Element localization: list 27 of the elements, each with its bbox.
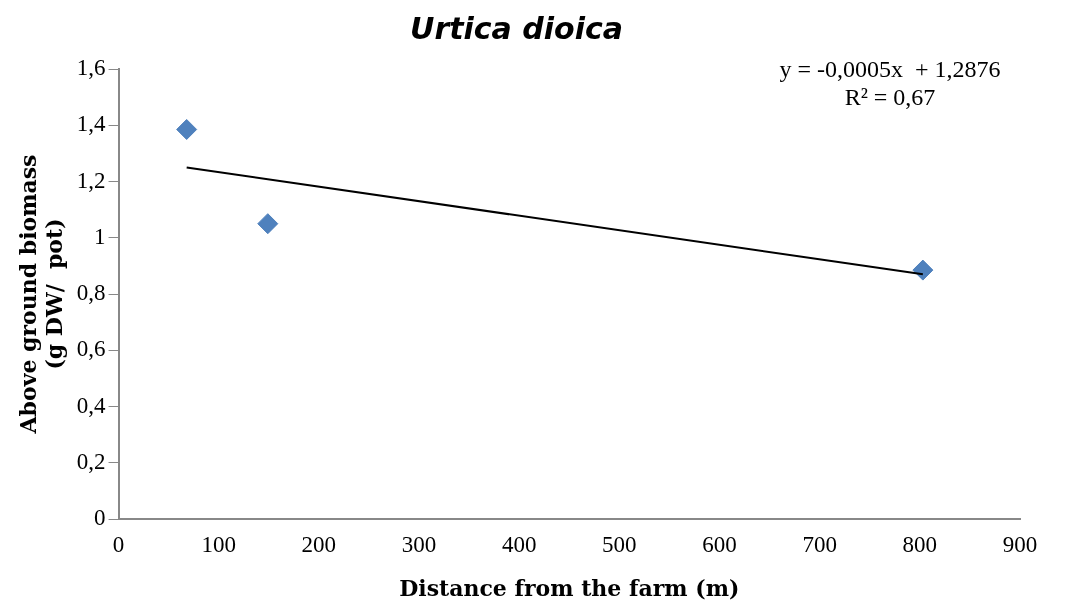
x-tick-label: 400 [501, 531, 537, 557]
y-tick-label: 0,6 [76, 336, 106, 362]
x-tick-label: 600 [702, 531, 737, 557]
y-tick-label: 1,4 [76, 111, 107, 137]
y-tick-label: 0,4 [76, 392, 107, 418]
y-tick-label: 1 [94, 223, 106, 249]
y-tick-label: 0,8 [76, 280, 106, 306]
point [176, 118, 198, 140]
x-axis-title: Distance from the farm (m) [399, 574, 740, 601]
y-tick-label: 0 [94, 505, 106, 531]
x-tick-label: 800 [902, 531, 938, 557]
y-tick-label: 1,2 [76, 167, 106, 193]
y-tick-label: 0,2 [76, 448, 106, 474]
x-tick-label: 100 [201, 531, 236, 557]
y-axis-title: Above ground biomass (g DW/ pot) [14, 154, 68, 435]
chart-title: Urtica dioica [410, 10, 623, 46]
annotation: R² = 0,67 [844, 84, 936, 111]
x-tick-label: 900 [1002, 531, 1038, 557]
point [257, 213, 279, 235]
x-tick-label: 500 [602, 531, 637, 557]
x-tick-label: 700 [802, 531, 837, 557]
point [912, 259, 934, 281]
x-tick-label: 0 [112, 531, 125, 557]
y-tick-label: 1,6 [76, 55, 106, 81]
x-tick-label: 200 [301, 531, 337, 557]
annotation: y = -0,0005x + 1,2876 [779, 56, 1001, 83]
x-tick-label: 300 [401, 531, 437, 557]
